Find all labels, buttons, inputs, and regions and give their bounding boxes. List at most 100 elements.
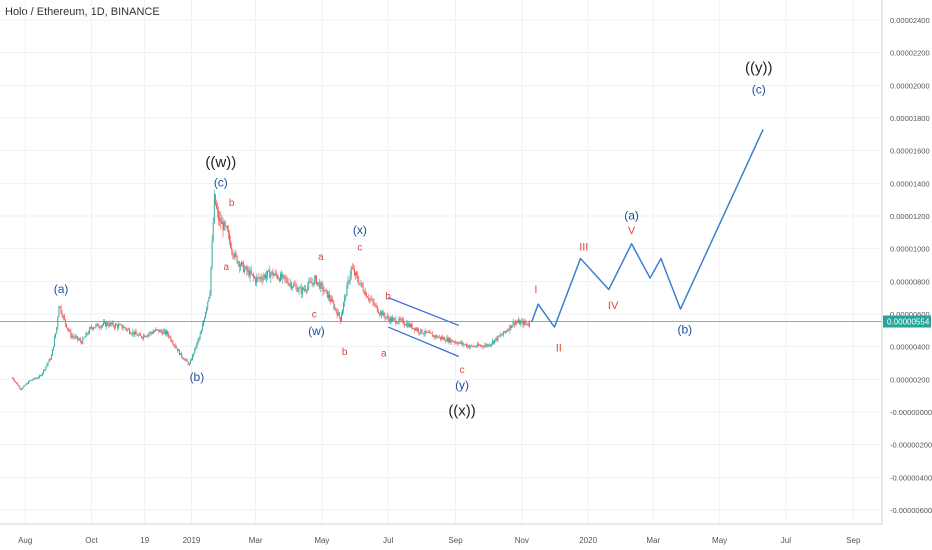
wave-label: b [229, 198, 235, 209]
candle-body [348, 280, 350, 282]
candle-body [133, 331, 135, 335]
candle-body [257, 277, 259, 279]
candle-body [508, 329, 510, 331]
x-tick-label: Aug [18, 536, 32, 545]
candle-body [440, 337, 442, 339]
candle-body [13, 379, 15, 382]
wave-label: (a) [54, 282, 69, 296]
candle-body [514, 322, 516, 325]
candle-body [305, 289, 307, 291]
candle-body [76, 336, 78, 340]
candle-body [49, 359, 51, 360]
candle-body [121, 324, 123, 329]
y-tick-label: -0.00000600 [890, 506, 932, 515]
candle-body [184, 359, 186, 361]
y-tick-label: 0.00002200 [890, 49, 930, 58]
candle-body [107, 322, 109, 326]
candle-body [304, 289, 305, 290]
x-tick-label: Mar [249, 536, 263, 545]
candle-body [336, 311, 338, 316]
candle-body [468, 345, 470, 348]
candle-body [68, 328, 70, 331]
candle-body [279, 278, 280, 282]
wave-label: a [318, 252, 324, 263]
candle-body [283, 274, 285, 276]
wave-label: a [223, 262, 229, 273]
candle-body [130, 333, 132, 334]
candle-body [236, 255, 238, 264]
candle-body [57, 317, 59, 328]
candle-body [506, 331, 508, 333]
wave-label: (a) [624, 208, 639, 222]
candle-body [449, 338, 451, 343]
candle-body [274, 272, 276, 275]
candle-body [528, 322, 530, 326]
wave-label: c [312, 309, 317, 320]
candle-body [106, 322, 108, 327]
candle-body [62, 315, 64, 317]
candle-body [255, 278, 257, 283]
candle-body [89, 327, 91, 329]
candle-body [237, 262, 239, 264]
candle-body [125, 328, 127, 330]
candle-body [189, 360, 191, 364]
candle-body [444, 337, 446, 341]
candle-body [141, 336, 142, 338]
candle-body [318, 282, 320, 284]
candle-body [312, 282, 314, 285]
candle-body [75, 336, 77, 338]
candle-body [119, 324, 121, 326]
candle-body [327, 294, 329, 298]
candle-body [427, 332, 429, 334]
wave-label: V [628, 225, 636, 237]
price-tag-label: 0.00000554 [887, 318, 930, 327]
candle-body [230, 240, 232, 248]
candle-body [163, 330, 165, 332]
candle-body [270, 273, 272, 278]
y-tick-label: 0.00000400 [890, 343, 930, 352]
candle-body [271, 271, 273, 274]
candle-body [82, 338, 84, 344]
candle-body [417, 328, 418, 331]
candle-body [461, 342, 463, 344]
candle-body [517, 322, 518, 324]
y-tick-label: 0.00001800 [890, 114, 930, 123]
candle-body [298, 287, 300, 291]
candle-body [404, 323, 405, 325]
candle-body [208, 297, 210, 302]
candle-body [169, 336, 171, 338]
candle-body [235, 253, 237, 256]
candle-body [342, 310, 343, 316]
candle-body [339, 316, 341, 322]
candle-body [295, 285, 297, 287]
candle-body [186, 359, 188, 362]
candle-body [267, 271, 268, 276]
candle-body [412, 327, 414, 329]
candle-body [19, 386, 21, 389]
candle-body [317, 282, 318, 285]
candle-body [54, 337, 56, 347]
candle-body [156, 329, 158, 331]
candle-body [502, 331, 504, 335]
candle-body [122, 327, 124, 329]
candle-body [244, 268, 246, 272]
candle-body [524, 321, 526, 324]
candle-body [103, 322, 104, 325]
candle-body [389, 317, 391, 322]
candle-body [301, 287, 303, 295]
candle-body [95, 324, 97, 328]
candle-body [148, 333, 150, 335]
candle-body [362, 286, 364, 292]
candle-body [202, 321, 204, 326]
candle-body [158, 329, 160, 333]
candle-body [409, 323, 411, 327]
candle-body [363, 291, 365, 295]
candle-body [14, 381, 16, 383]
candle-body [155, 329, 157, 332]
candle-body [457, 343, 459, 345]
candle-body [128, 329, 129, 330]
candle-body [343, 302, 345, 311]
candle-body [36, 378, 38, 379]
